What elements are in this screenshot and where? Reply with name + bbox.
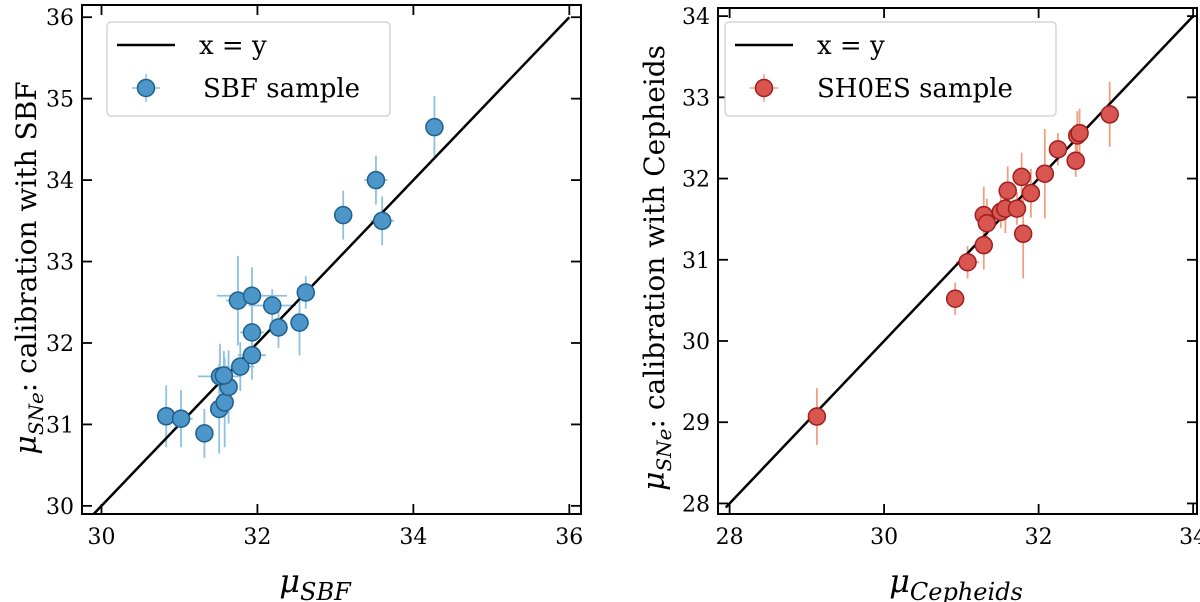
cepheids-legend-box — [724, 21, 1057, 117]
cepheids-ticks: 28 30 32 34 28 29 30 31 32 33 34 — [682, 5, 1200, 550]
cepheids-data-point — [974, 235, 994, 255]
sbf-legend-line-label: x = y — [199, 31, 267, 61]
sbf-legend: x = y SBF sample — [106, 21, 391, 117]
cepheids-data-point — [1012, 167, 1031, 187]
sbf-y-axis-label-text: : calibration with SBF — [10, 81, 43, 392]
cepheids-legend-line-label: x = y — [817, 31, 885, 61]
sbf-y-axis-label: μSNe: calibration with SBF — [9, 81, 48, 454]
cepheids-data-point — [958, 252, 977, 272]
sbf-data-point — [290, 313, 309, 332]
cepheids-y-tick-label: 34 — [682, 5, 710, 30]
sbf-y-tick-label: 35 — [46, 88, 74, 113]
panel-cepheids: 28 30 32 34 28 29 30 31 32 33 34 x = y SH0ES sampl… — [637, 5, 1200, 602]
cepheids-x-axis-label: μCepheids — [889, 562, 1023, 602]
sbf-data-point — [333, 205, 353, 225]
cepheids-legend-marker-swatch — [754, 78, 774, 98]
cepheids-axes-frame — [717, 7, 1198, 515]
sbf-data-point — [425, 117, 444, 137]
cepheids-data-point — [1021, 183, 1041, 203]
cepheids-x-axis-label-base: μ — [889, 562, 910, 600]
cepheids-data-point — [998, 181, 1017, 200]
sbf-y-tick-label: 32 — [46, 332, 74, 357]
cepheids-data-point — [977, 213, 997, 233]
sbf-data-point — [372, 211, 392, 231]
cepheids-data-point — [1013, 224, 1033, 244]
cepheids-y-axis-label-subscript: SNe — [652, 428, 676, 471]
cepheids-data-point — [1066, 151, 1085, 170]
sbf-x-axis-label-subscript: SBF — [300, 578, 352, 602]
cepheids-data-point — [1048, 140, 1068, 159]
sbf-data-point — [296, 283, 316, 302]
cepheids-y-axis-label-base: μ — [637, 472, 672, 492]
cepheids-data-point — [807, 407, 827, 426]
sbf-y-axis-label-base: μ — [9, 435, 44, 455]
cepheids-y-tick-label: 33 — [682, 86, 710, 111]
sbf-data-point — [242, 323, 262, 342]
cepheids-data-point — [1007, 199, 1027, 218]
sbf-data-point — [171, 409, 191, 428]
cepheids-data-point — [1100, 105, 1119, 124]
sbf-legend-series-label: SBF sample — [203, 74, 360, 104]
cepheids-y-tick-label: 28 — [682, 492, 710, 517]
sbf-x-tick-label: 32 — [243, 525, 271, 550]
sbf-data-point — [231, 357, 250, 376]
cepheids-data-point — [945, 289, 965, 309]
sbf-y-axis-label-subscript: SNe — [24, 392, 48, 435]
cepheids-x-axis-label-subscript: Cepheids — [910, 578, 1023, 602]
sbf-x-tick-label: 34 — [399, 525, 427, 550]
cepheids-y-tick-label: 30 — [682, 330, 710, 355]
cepheids-x-tick-label: 34 — [1179, 525, 1200, 550]
cepheids-markers — [807, 105, 1119, 426]
sbf-identity-line — [92, 16, 571, 515]
sbf-y-tick-label: 31 — [46, 413, 74, 438]
cepheids-y-tick-label: 29 — [682, 411, 710, 436]
cepheids-y-tick-label: 32 — [682, 168, 710, 193]
sbf-ticks: 30 32 34 36 30 31 32 33 34 35 36 — [46, 5, 583, 550]
sbf-data-point — [242, 286, 262, 305]
sbf-x-tick-label: 36 — [555, 525, 583, 550]
sbf-data-point — [269, 318, 288, 337]
cepheids-x-tick-label: 28 — [716, 525, 744, 550]
sbf-data-point — [366, 170, 386, 190]
sbf-x-axis-label: μSBF — [279, 562, 352, 602]
cepheids-x-tick-label: 30 — [870, 525, 898, 550]
cepheids-legend: x = y SH0ES sample — [724, 21, 1057, 117]
cepheids-y-axis-label-text: : calibration with Cepheids — [638, 45, 671, 429]
sbf-legend-marker-swatch — [136, 78, 156, 98]
sbf-axes-frame — [81, 4, 582, 515]
sbf-data-point — [262, 296, 282, 315]
cepheids-y-axis-label: μSNe: calibration with Cepheids — [637, 45, 676, 491]
sbf-data-point — [242, 345, 262, 365]
cepheids-data-point — [1035, 164, 1055, 183]
sbf-legend-box — [106, 21, 391, 117]
sbf-data-point — [214, 366, 234, 385]
sbf-markers — [156, 117, 444, 443]
sbf-y-tick-label: 36 — [46, 6, 74, 31]
sbf-y-tick-label: 30 — [46, 495, 74, 520]
sbf-x-tick-label: 30 — [87, 525, 115, 550]
cepheids-y-tick-label: 31 — [682, 249, 710, 274]
sbf-y-tick-label: 33 — [46, 251, 74, 276]
sbf-data-point — [215, 393, 234, 412]
sbf-y-tick-label: 34 — [46, 169, 74, 194]
cepheids-data-point — [1070, 123, 1089, 143]
cepheids-x-tick-label: 32 — [1025, 525, 1053, 550]
sbf-data-point — [195, 424, 214, 443]
sbf-x-axis-label-base: μ — [279, 562, 300, 600]
cepheids-legend-series-label: SH0ES sample — [817, 74, 1013, 104]
